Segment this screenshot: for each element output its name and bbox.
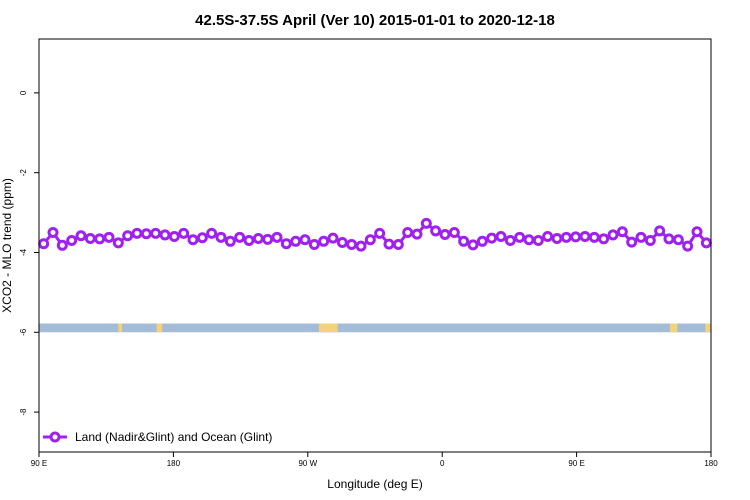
data-point — [66, 235, 78, 247]
data-point — [588, 231, 600, 243]
y-axis-label: XCO2 - MLO trend (ppm) — [0, 178, 14, 313]
legend-marker — [49, 431, 61, 443]
data-point — [47, 227, 59, 239]
data-point — [290, 235, 302, 247]
x-tick-label: 90 E — [31, 459, 47, 468]
data-point — [402, 227, 414, 239]
data-point — [336, 237, 348, 249]
x-tick-label: 180 — [167, 459, 181, 468]
data-point — [364, 234, 376, 246]
data-point — [458, 235, 470, 247]
data-point — [215, 231, 227, 243]
data-point — [56, 239, 68, 251]
data-point — [271, 231, 283, 243]
land-segment — [156, 323, 163, 333]
data-point — [644, 235, 656, 247]
data-point — [654, 225, 666, 237]
data-point — [392, 239, 404, 251]
data-point — [159, 229, 171, 241]
data-point — [206, 227, 218, 239]
y-tick-label: -6 — [19, 328, 28, 336]
data-point — [616, 226, 628, 238]
data-point — [700, 237, 712, 249]
data-point — [346, 239, 358, 251]
data-point — [532, 235, 544, 247]
data-point — [542, 231, 554, 243]
data-point — [196, 232, 208, 244]
data-point — [626, 236, 638, 248]
data-point — [131, 227, 143, 239]
data-point — [84, 233, 96, 245]
data-point — [514, 231, 526, 243]
data-point — [94, 233, 106, 245]
data-point — [234, 231, 246, 243]
data-point — [140, 228, 152, 240]
data-point — [560, 231, 572, 243]
data-point — [430, 225, 442, 237]
data-point — [38, 238, 50, 250]
data-point — [280, 238, 292, 250]
data-point — [299, 234, 311, 246]
data-point — [308, 239, 320, 251]
data-point — [439, 229, 451, 241]
y-tick-label: -8 — [19, 408, 28, 416]
data-point — [187, 234, 199, 246]
land-segment — [319, 323, 338, 333]
x-axis-label: Longitude (deg E) — [327, 477, 422, 491]
data-point — [598, 233, 610, 245]
x-tick-label: 0 — [440, 459, 445, 468]
data-point — [504, 235, 516, 247]
x-tick-label: 180 — [704, 459, 718, 468]
data-point — [448, 227, 460, 239]
data-point — [122, 230, 134, 242]
data-point — [495, 231, 507, 243]
data-point — [103, 231, 115, 243]
data-point — [374, 227, 386, 239]
data-point — [252, 233, 264, 245]
data-point — [570, 231, 582, 243]
x-tick-label: 90 E — [568, 459, 584, 468]
data-point — [467, 239, 479, 251]
ocean-band — [39, 323, 711, 333]
data-point — [476, 235, 488, 247]
x-tick-label: 90 W — [298, 459, 317, 468]
data-point — [327, 232, 339, 244]
land-segment — [118, 323, 123, 333]
y-tick-label: -2 — [19, 169, 28, 177]
y-tick-label: 0 — [19, 90, 28, 95]
data-point — [150, 227, 162, 239]
data-point — [579, 231, 591, 243]
data-point — [318, 235, 330, 247]
land-segment — [705, 323, 711, 333]
chart-title: 42.5S-37.5S April (Ver 10) 2015-01-01 to… — [195, 12, 555, 29]
y-tick-label: -4 — [19, 248, 28, 256]
axes: 90 E 180 90 W 0 90 E 180 0 -2 -4 -6 -8 — [19, 90, 718, 468]
data-point — [607, 229, 619, 241]
data-point — [420, 217, 432, 229]
data-point — [411, 228, 423, 240]
data-point — [551, 233, 563, 245]
plot-frame — [38, 38, 712, 453]
data-point — [168, 231, 180, 243]
data-point — [262, 233, 274, 245]
legend-label: Land (Nadir&Glint) and Ocean (Glint) — [75, 430, 272, 444]
data-point — [523, 234, 535, 246]
data-point — [486, 232, 498, 244]
data-point — [682, 240, 694, 252]
data-point — [243, 235, 255, 247]
plot-area — [38, 217, 712, 333]
data-point — [224, 235, 236, 247]
data-point — [635, 231, 647, 243]
data-point — [112, 237, 124, 249]
data-point — [383, 238, 395, 250]
data-point — [355, 240, 367, 252]
data-point — [672, 234, 684, 246]
data-point — [75, 230, 87, 242]
data-point — [691, 226, 703, 238]
land-segment — [669, 323, 678, 333]
data-point — [663, 233, 675, 245]
legend: Land (Nadir&Glint) and Ocean (Glint) — [43, 430, 272, 444]
data-point — [178, 227, 190, 239]
